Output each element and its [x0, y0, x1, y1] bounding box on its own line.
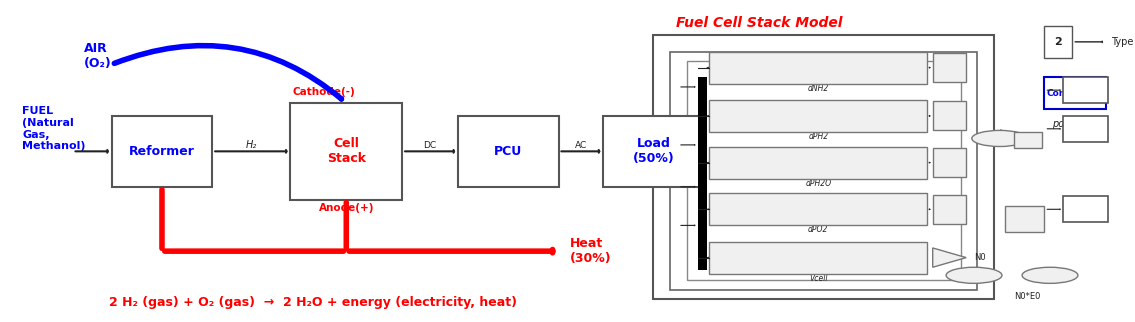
Text: dPO2: dPO2	[808, 225, 829, 234]
Text: Reformer: Reformer	[129, 145, 195, 158]
FancyBboxPatch shape	[933, 148, 966, 177]
Text: N0*E0: N0*E0	[1015, 292, 1041, 301]
FancyBboxPatch shape	[709, 147, 927, 179]
Text: AIR
(O₂): AIR (O₂)	[84, 42, 111, 70]
FancyBboxPatch shape	[291, 103, 402, 200]
Text: Vcell: Vcell	[809, 274, 827, 283]
Text: 1/s: 1/s	[942, 205, 957, 214]
Text: N0: N0	[974, 253, 985, 262]
Text: PCU: PCU	[494, 145, 522, 158]
FancyBboxPatch shape	[654, 35, 994, 299]
FancyBboxPatch shape	[709, 52, 927, 84]
FancyArrowPatch shape	[115, 46, 342, 99]
Text: 1/s: 1/s	[942, 158, 957, 167]
FancyBboxPatch shape	[709, 193, 927, 225]
Text: ((u(2)/rHO-Kr*u(1))/KO2-u(5))/tauO2: ((u(2)/rHO-Kr*u(1))/KO2-u(5))/tauO2	[738, 205, 899, 214]
Text: powergui: powergui	[1052, 119, 1098, 129]
Circle shape	[972, 130, 1027, 147]
FancyBboxPatch shape	[709, 242, 927, 274]
Text: AC: AC	[574, 141, 587, 150]
Text: Load
(50%): Load (50%)	[632, 137, 674, 165]
Text: Cathode(-): Cathode(-)	[293, 87, 355, 97]
Text: dNH2: dNH2	[808, 84, 829, 93]
Text: (2*Kr/KH2O*u(1)-u(4))/tauH2O: (2*Kr/KH2O*u(1)-u(4))/tauH2O	[754, 158, 883, 167]
Polygon shape	[933, 248, 966, 267]
Text: 2: 2	[1054, 37, 1062, 47]
Text: ~: ~	[1044, 268, 1056, 282]
FancyBboxPatch shape	[1063, 196, 1108, 222]
Text: (R*T)/(2*F)*ln(u(3)*sqrt(u(5))/u(4)): (R*T)/(2*F)*ln(u(3)*sqrt(u(5))/u(4))	[735, 253, 901, 262]
FancyBboxPatch shape	[698, 77, 707, 270]
FancyBboxPatch shape	[1044, 26, 1073, 58]
Text: Type: Type	[1111, 37, 1134, 47]
Text: Fuel Cell Stack Model: Fuel Cell Stack Model	[675, 16, 842, 30]
FancyBboxPatch shape	[709, 100, 927, 132]
Text: FUEL
(Natural
Gas,
Methanol): FUEL (Natural Gas, Methanol)	[23, 106, 86, 151]
Text: 1/s: 1/s	[942, 111, 957, 120]
FancyBboxPatch shape	[603, 116, 704, 187]
Text: 1/s: 1/s	[942, 63, 957, 72]
Text: Continuous: Continuous	[1046, 89, 1104, 98]
FancyBboxPatch shape	[1063, 77, 1108, 103]
Text: dPH2O: dPH2O	[805, 179, 831, 188]
Text: +
+: + +	[995, 128, 1003, 149]
FancyBboxPatch shape	[933, 53, 966, 82]
Text: ~: ~	[968, 268, 980, 282]
Text: IFC: IFC	[1018, 214, 1032, 223]
Text: ×: ×	[1023, 134, 1034, 147]
Circle shape	[1023, 267, 1078, 283]
Text: ((u(2)-2*Kr*u(1))/KN2-u(3))/tauH2: ((u(2)-2*Kr*u(1))/KN2-u(3))/tauH2	[742, 111, 894, 120]
Circle shape	[947, 267, 1002, 283]
Text: dPH2: dPH2	[808, 132, 829, 141]
Text: 2 H₂ (gas) + O₂ (gas)  →  2 H₂O + energy (electricity, heat): 2 H₂ (gas) + O₂ (gas) → 2 H₂O + energy (…	[109, 296, 516, 309]
FancyBboxPatch shape	[933, 101, 966, 130]
FancyBboxPatch shape	[459, 116, 558, 187]
Text: IFC: IFC	[1077, 204, 1094, 214]
Text: Cell
Stack: Cell Stack	[327, 137, 365, 165]
Text: Heat
(30%): Heat (30%)	[570, 237, 612, 265]
FancyBboxPatch shape	[687, 61, 960, 280]
FancyBboxPatch shape	[111, 116, 212, 187]
Text: PFC: PFC	[1075, 124, 1096, 134]
FancyBboxPatch shape	[670, 52, 977, 290]
Text: (2*Kr/Uopt*u(1)-u(2))/tauf: (2*Kr/Uopt*u(1)-u(2))/tauf	[758, 63, 878, 72]
Text: Anode(+): Anode(+)	[319, 203, 375, 213]
FancyBboxPatch shape	[1044, 77, 1105, 109]
Text: DC: DC	[423, 141, 437, 150]
Text: VFC: VFC	[1075, 85, 1096, 95]
Text: H₂: H₂	[245, 140, 257, 150]
FancyBboxPatch shape	[1006, 206, 1044, 232]
FancyBboxPatch shape	[1015, 132, 1042, 148]
FancyBboxPatch shape	[1063, 116, 1108, 142]
FancyBboxPatch shape	[933, 195, 966, 224]
